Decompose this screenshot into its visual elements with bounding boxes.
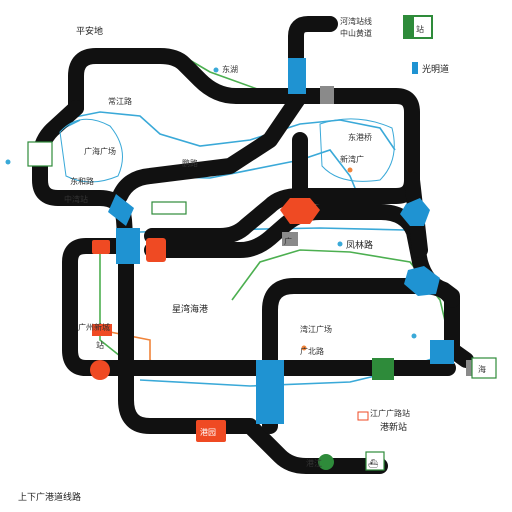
label-top-right-box: 河湾站线 [340, 16, 372, 26]
marker-lower-right-dot [411, 333, 417, 339]
label-center-right: 凤林路 [346, 239, 373, 251]
cyan-route-north [69, 111, 396, 151]
blue-stations [108, 58, 454, 424]
box-left-upper[interactable] [27, 141, 53, 167]
track-west-outer [62, 238, 456, 376]
green-stations [318, 15, 433, 470]
district-areas [59, 118, 395, 183]
district-west [59, 118, 123, 183]
station-red-west[interactable] [146, 238, 166, 262]
box-lower-right[interactable] [471, 357, 497, 379]
label-mid-left-b: 站 [96, 340, 104, 350]
marker-right-legend-bar [412, 62, 418, 74]
station-red-left-lower[interactable] [92, 324, 112, 336]
label-top-right-box-tag: 站 [416, 24, 424, 34]
marker-mid-dot [337, 241, 343, 247]
station-green-top-fill [404, 16, 414, 38]
label-center-top-b: 新湾广 [340, 154, 364, 164]
track-inner-loop [262, 278, 460, 434]
station-blue-right-hex2[interactable] [404, 266, 440, 296]
label-north-mid: 中山黄道 [340, 28, 372, 38]
marker-east-dot [347, 167, 353, 173]
station-gray-center[interactable] [282, 232, 298, 246]
label-bottom-icon: ⛴ [368, 459, 378, 468]
marker-lower-dot [301, 345, 307, 351]
label-top-left: 平安地 [76, 25, 103, 37]
station-blue-lower-right[interactable] [430, 340, 454, 364]
station-blue-north[interactable] [288, 58, 306, 94]
track-north-loop [68, 16, 338, 116]
label-center-box: 广 [284, 236, 292, 246]
district-east [319, 118, 395, 182]
station-blue-right-hex[interactable] [400, 198, 430, 226]
label-mid-center: 星湾海港 [172, 303, 208, 315]
station-red-west-small[interactable] [92, 240, 110, 254]
label-north-blue: 东湖 [222, 64, 238, 74]
station-red-hub[interactable] [280, 198, 320, 224]
label-bottom-station: 港园 [200, 427, 216, 437]
label-mid-left-a: 广州新城 [78, 322, 110, 332]
station-gray-north[interactable] [320, 86, 334, 104]
marker-west-dot [5, 159, 11, 165]
marker-lower-red-box [357, 411, 369, 421]
station-red-bottom[interactable] [196, 420, 226, 442]
station-blue-west[interactable] [116, 228, 140, 264]
label-center-top-a: 东港桥 [348, 132, 372, 142]
markers [5, 62, 418, 421]
station-blue-diamond[interactable] [108, 194, 134, 226]
track-west-lower [118, 242, 388, 474]
station-green-bottom[interactable] [318, 454, 334, 470]
label-left-upper-b: 广海广场 [84, 146, 116, 156]
box-center-left[interactable] [151, 201, 187, 215]
label-center-left-b: 中湾站 [64, 194, 88, 204]
box-bottom[interactable] [365, 451, 385, 471]
label-right-legend: 光明道 [422, 63, 449, 75]
label-bottom-left: 上下广港道线路 [18, 491, 81, 503]
label-bottom-green: 港江 [306, 458, 322, 468]
label-lower-center-b: 广北路 [300, 346, 324, 356]
label-lower-center-a: 湾江广场 [300, 324, 332, 334]
green-route-left [99, 254, 121, 357]
label-lower-right-a: 江广广路站 [370, 408, 410, 418]
track-east-loop [144, 88, 420, 244]
track-diagonal [112, 88, 308, 204]
station-blue-center[interactable] [256, 360, 284, 424]
label-lower-right-b: 港新站 [380, 421, 407, 433]
label-center-left-a: 鹏路 [182, 158, 198, 168]
station-labels: 平安地 河湾站线 站 东湖 中山黄道 光明道 常江路 广海广场 东和路 鹏路 中… [18, 16, 486, 503]
marker-north-dot [213, 67, 219, 73]
label-right-small: 海 [478, 364, 486, 374]
station-red-circle[interactable] [90, 360, 110, 380]
interchange-boxes [27, 141, 497, 471]
station-green-box[interactable] [372, 358, 394, 380]
label-left-upper-a: 常江路 [108, 96, 132, 106]
label-left-upper-c: 东和路 [70, 176, 94, 186]
red-stations [90, 198, 320, 442]
